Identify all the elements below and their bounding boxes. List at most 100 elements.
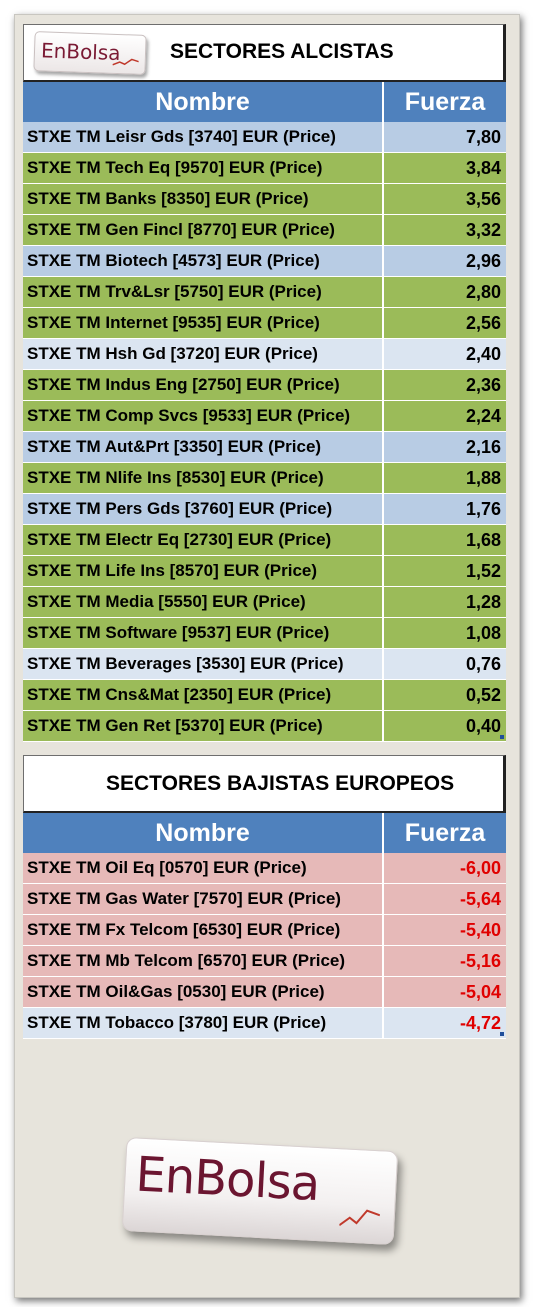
table-row: STXE TM Oil&Gas [0530] EUR (Price) -5,04 bbox=[23, 977, 506, 1008]
sector-name-cell: STXE TM Fx Telcom [6530] EUR (Price) bbox=[23, 915, 384, 945]
table-row: STXE TM Internet [9535] EUR (Price) 2,56 bbox=[23, 308, 506, 339]
force-value-cell: 1,68 bbox=[465, 529, 501, 550]
sector-name-cell: STXE TM Beverages [3530] EUR (Price) bbox=[23, 649, 384, 679]
column-header-force: Fuerza bbox=[384, 82, 506, 122]
sector-name-cell: STXE TM Aut&Prt [3350] EUR (Price) bbox=[23, 432, 384, 462]
table-row: STXE TM Media [5550] EUR (Price) 1,28 bbox=[23, 587, 506, 618]
table-row: STXE TM Nlife Ins [8530] EUR (Price) 1,88 bbox=[23, 463, 506, 494]
sector-name-cell: STXE TM Banks [8350] EUR (Price) bbox=[23, 184, 384, 214]
force-value-cell: -6,00 bbox=[459, 857, 501, 878]
force-value-cell: 1,08 bbox=[465, 622, 501, 643]
sector-name-cell: STXE TM Nlife Ins [8530] EUR (Price) bbox=[23, 463, 384, 493]
column-header-name: Nombre bbox=[23, 813, 384, 853]
table-row: STXE TM Trv&Lsr [5750] EUR (Price) 2,80 bbox=[23, 277, 506, 308]
table-row: STXE TM Leisr Gds [3740] EUR (Price) 7,80 bbox=[23, 122, 506, 153]
column-header-force: Fuerza bbox=[384, 813, 506, 853]
table-row: STXE TM Gen Fincl [8770] EUR (Price) 3,32 bbox=[23, 215, 506, 246]
force-value-cell: 1,76 bbox=[465, 498, 501, 519]
sector-name-cell: STXE TM Oil Eq [0570] EUR (Price) bbox=[23, 853, 384, 883]
sector-name-cell: STXE TM Oil&Gas [0530] EUR (Price) bbox=[23, 977, 384, 1007]
table-row: STXE TM Biotech [4573] EUR (Price) 2,96 bbox=[23, 246, 506, 277]
small-logo-text: EnBolsa bbox=[40, 38, 121, 66]
force-value-cell: -5,64 bbox=[459, 888, 501, 909]
force-value-cell: 2,80 bbox=[465, 281, 501, 302]
table-row: STXE TM Gas Water [7570] EUR (Price) -5,6… bbox=[23, 884, 506, 915]
force-value-cell: 3,56 bbox=[465, 188, 501, 209]
bearish-table-body: STXE TM Oil Eq [0570] EUR (Price) -6,00 ST… bbox=[23, 853, 506, 1039]
bearish-sectors-title: SECTORES BAJISTAS EUROPEOS bbox=[106, 772, 455, 795]
sector-name-cell: STXE TM Tobacco [3780] EUR (Price) bbox=[23, 1008, 384, 1038]
sector-name-cell: STXE TM Biotech [4573] EUR (Price) bbox=[23, 246, 384, 276]
column-header-name: Nombre bbox=[23, 82, 384, 122]
table-row: STXE TM Electr Eq [2730] EUR (Price) 1,68 bbox=[23, 525, 506, 556]
sector-name-cell: STXE TM Software [9537] EUR (Price) bbox=[23, 618, 384, 648]
force-value-cell: 1,28 bbox=[465, 591, 501, 612]
table-row: STXE TM Software [9537] EUR (Price) 1,08 bbox=[23, 618, 506, 649]
sector-name-cell: STXE TM Mb Telcom [6570] EUR (Price) bbox=[23, 946, 384, 976]
sector-name-cell: STXE TM Trv&Lsr [5750] EUR (Price) bbox=[23, 277, 384, 307]
sector-name-cell: STXE TM Electr Eq [2730] EUR (Price) bbox=[23, 525, 384, 555]
table-row: STXE TM Life Ins [8570] EUR (Price) 1,52 bbox=[23, 556, 506, 587]
table-row: STXE TM Indus Eng [2750] EUR (Price) 2,36 bbox=[23, 370, 506, 401]
sector-name-cell: STXE TM Gas Water [7570] EUR (Price) bbox=[23, 884, 384, 914]
bullish-sectors-panel: EnBolsa SECTORES ALCISTAS Nombre Fuerza … bbox=[23, 24, 506, 742]
cell-corner-marker bbox=[500, 1032, 504, 1036]
force-value-cell: 2,36 bbox=[465, 374, 501, 395]
sector-name-cell: STXE TM Internet [9535] EUR (Price) bbox=[23, 308, 384, 338]
bearish-sectors-panel: SECTORES BAJISTAS EUROPEOS Nombre Fuerza… bbox=[23, 755, 506, 1039]
sector-name-cell: STXE TM Life Ins [8570] EUR (Price) bbox=[23, 556, 384, 586]
bearish-table-header: Nombre Fuerza bbox=[23, 813, 506, 853]
force-value-cell: -4,72 bbox=[384, 1008, 506, 1038]
enbolsa-small-logo: EnBolsa bbox=[33, 31, 147, 75]
table-row: STXE TM Beverages [3530] EUR (Price) 0,76 bbox=[23, 649, 506, 680]
sector-name-cell: STXE TM Pers Gds [3760] EUR (Price) bbox=[23, 494, 384, 524]
force-value-cell: 1,88 bbox=[465, 467, 501, 488]
table-row: STXE TM Gen Ret [5370] EUR (Price) 0,40 bbox=[23, 711, 506, 742]
bearish-sectors-banner: SECTORES BAJISTAS EUROPEOS bbox=[23, 755, 506, 813]
enbolsa-large-logo: EnBolsa bbox=[121, 1136, 399, 1246]
bullish-table-body: STXE TM Leisr Gds [3740] EUR (Price) 7,80… bbox=[23, 122, 506, 742]
sector-name-cell: STXE TM Gen Fincl [8770] EUR (Price) bbox=[23, 215, 384, 245]
table-row: STXE TM Tobacco [3780] EUR (Price) -4,72 bbox=[23, 1008, 506, 1039]
trend-line-icon bbox=[339, 1209, 381, 1227]
force-value-cell: 2,40 bbox=[465, 343, 501, 364]
sector-name-cell: STXE TM Leisr Gds [3740] EUR (Price) bbox=[23, 122, 384, 152]
table-row: STXE TM Aut&Prt [3350] EUR (Price) 2,16 bbox=[23, 432, 506, 463]
force-value-cell: -5,16 bbox=[459, 950, 501, 971]
bullish-table-header: Nombre Fuerza bbox=[23, 82, 506, 122]
table-row: STXE TM Cns&Mat [2350] EUR (Price) 0,52 bbox=[23, 680, 506, 711]
sector-name-cell: STXE TM Cns&Mat [2350] EUR (Price) bbox=[23, 680, 384, 710]
force-value-cell: 2,56 bbox=[465, 312, 501, 333]
table-row: STXE TM Pers Gds [3760] EUR (Price) 1,76 bbox=[23, 494, 506, 525]
force-value-cell: -5,04 bbox=[459, 981, 501, 1002]
table-row: STXE TM Tech Eq [9570] EUR (Price) 3,84 bbox=[23, 153, 506, 184]
bullish-sectors-banner: EnBolsa SECTORES ALCISTAS bbox=[23, 24, 506, 82]
sector-name-cell: STXE TM Tech Eq [9570] EUR (Price) bbox=[23, 153, 384, 183]
force-value-cell: 2,16 bbox=[465, 436, 501, 457]
large-logo-text: EnBolsa bbox=[134, 1146, 321, 1213]
sector-name-cell: STXE TM Hsh Gd [3720] EUR (Price) bbox=[23, 339, 384, 369]
force-value-cell: 7,80 bbox=[465, 126, 501, 147]
sector-name-cell: STXE TM Gen Ret [5370] EUR (Price) bbox=[23, 711, 384, 741]
force-value-cell: -5,40 bbox=[459, 919, 501, 940]
force-value-cell: 0,76 bbox=[465, 653, 501, 674]
force-value-cell: 0,52 bbox=[465, 684, 501, 705]
table-row: STXE TM Hsh Gd [3720] EUR (Price) 2,40 bbox=[23, 339, 506, 370]
force-value-cell: 2,96 bbox=[465, 250, 501, 271]
force-value-cell: 3,84 bbox=[465, 157, 501, 178]
force-value-cell: 2,24 bbox=[465, 405, 501, 426]
table-row: STXE TM Fx Telcom [6530] EUR (Price) -5,4… bbox=[23, 915, 506, 946]
table-row: STXE TM Comp Svcs [9533] EUR (Price) 2,24 bbox=[23, 401, 506, 432]
cell-corner-marker bbox=[500, 735, 504, 739]
table-row: STXE TM Mb Telcom [6570] EUR (Price) -5,1… bbox=[23, 946, 506, 977]
table-row: STXE TM Banks [8350] EUR (Price) 3,56 bbox=[23, 184, 506, 215]
table-row: STXE TM Oil Eq [0570] EUR (Price) -6,00 bbox=[23, 853, 506, 884]
force-value-cell: 3,32 bbox=[465, 219, 501, 240]
force-value-cell: 1,52 bbox=[465, 560, 501, 581]
force-value-cell: 0,40 bbox=[384, 711, 506, 741]
sector-name-cell: STXE TM Comp Svcs [9533] EUR (Price) bbox=[23, 401, 384, 431]
sector-name-cell: STXE TM Indus Eng [2750] EUR (Price) bbox=[23, 370, 384, 400]
bullish-sectors-title: SECTORES ALCISTAS bbox=[170, 40, 394, 63]
sector-name-cell: STXE TM Media [5550] EUR (Price) bbox=[23, 587, 384, 617]
trend-line-icon bbox=[112, 58, 139, 66]
